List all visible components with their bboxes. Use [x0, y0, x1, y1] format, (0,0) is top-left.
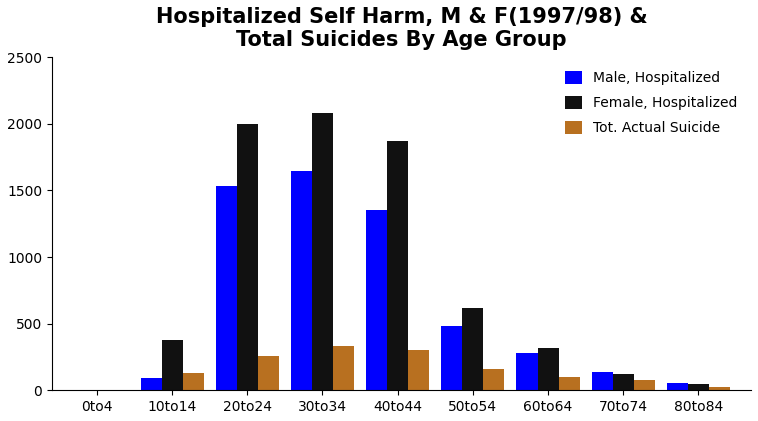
Bar — [484, 369, 504, 390]
Bar — [592, 372, 612, 390]
Bar — [236, 124, 258, 390]
Bar — [312, 113, 333, 390]
Legend: Male, Hospitalized, Female, Hospitalized, Tot. Actual Suicide: Male, Hospitalized, Female, Hospitalized… — [558, 64, 744, 142]
Bar — [409, 350, 429, 390]
Bar — [537, 348, 559, 390]
Bar — [688, 384, 709, 390]
Bar — [612, 374, 634, 390]
Title: Hospitalized Self Harm, M & F(1997/98) &
Total Suicides By Age Group: Hospitalized Self Harm, M & F(1997/98) &… — [155, 7, 647, 50]
Bar — [140, 378, 161, 390]
Bar — [291, 171, 312, 390]
Bar — [709, 387, 730, 390]
Bar — [366, 210, 387, 390]
Bar — [258, 356, 279, 390]
Bar — [387, 141, 409, 390]
Bar — [462, 308, 484, 390]
Bar — [333, 346, 354, 390]
Bar — [634, 380, 655, 390]
Bar — [183, 373, 204, 390]
Bar — [161, 340, 183, 390]
Bar — [441, 326, 462, 390]
Bar — [516, 353, 537, 390]
Bar — [559, 377, 580, 390]
Bar — [216, 187, 236, 390]
Bar — [667, 383, 688, 390]
